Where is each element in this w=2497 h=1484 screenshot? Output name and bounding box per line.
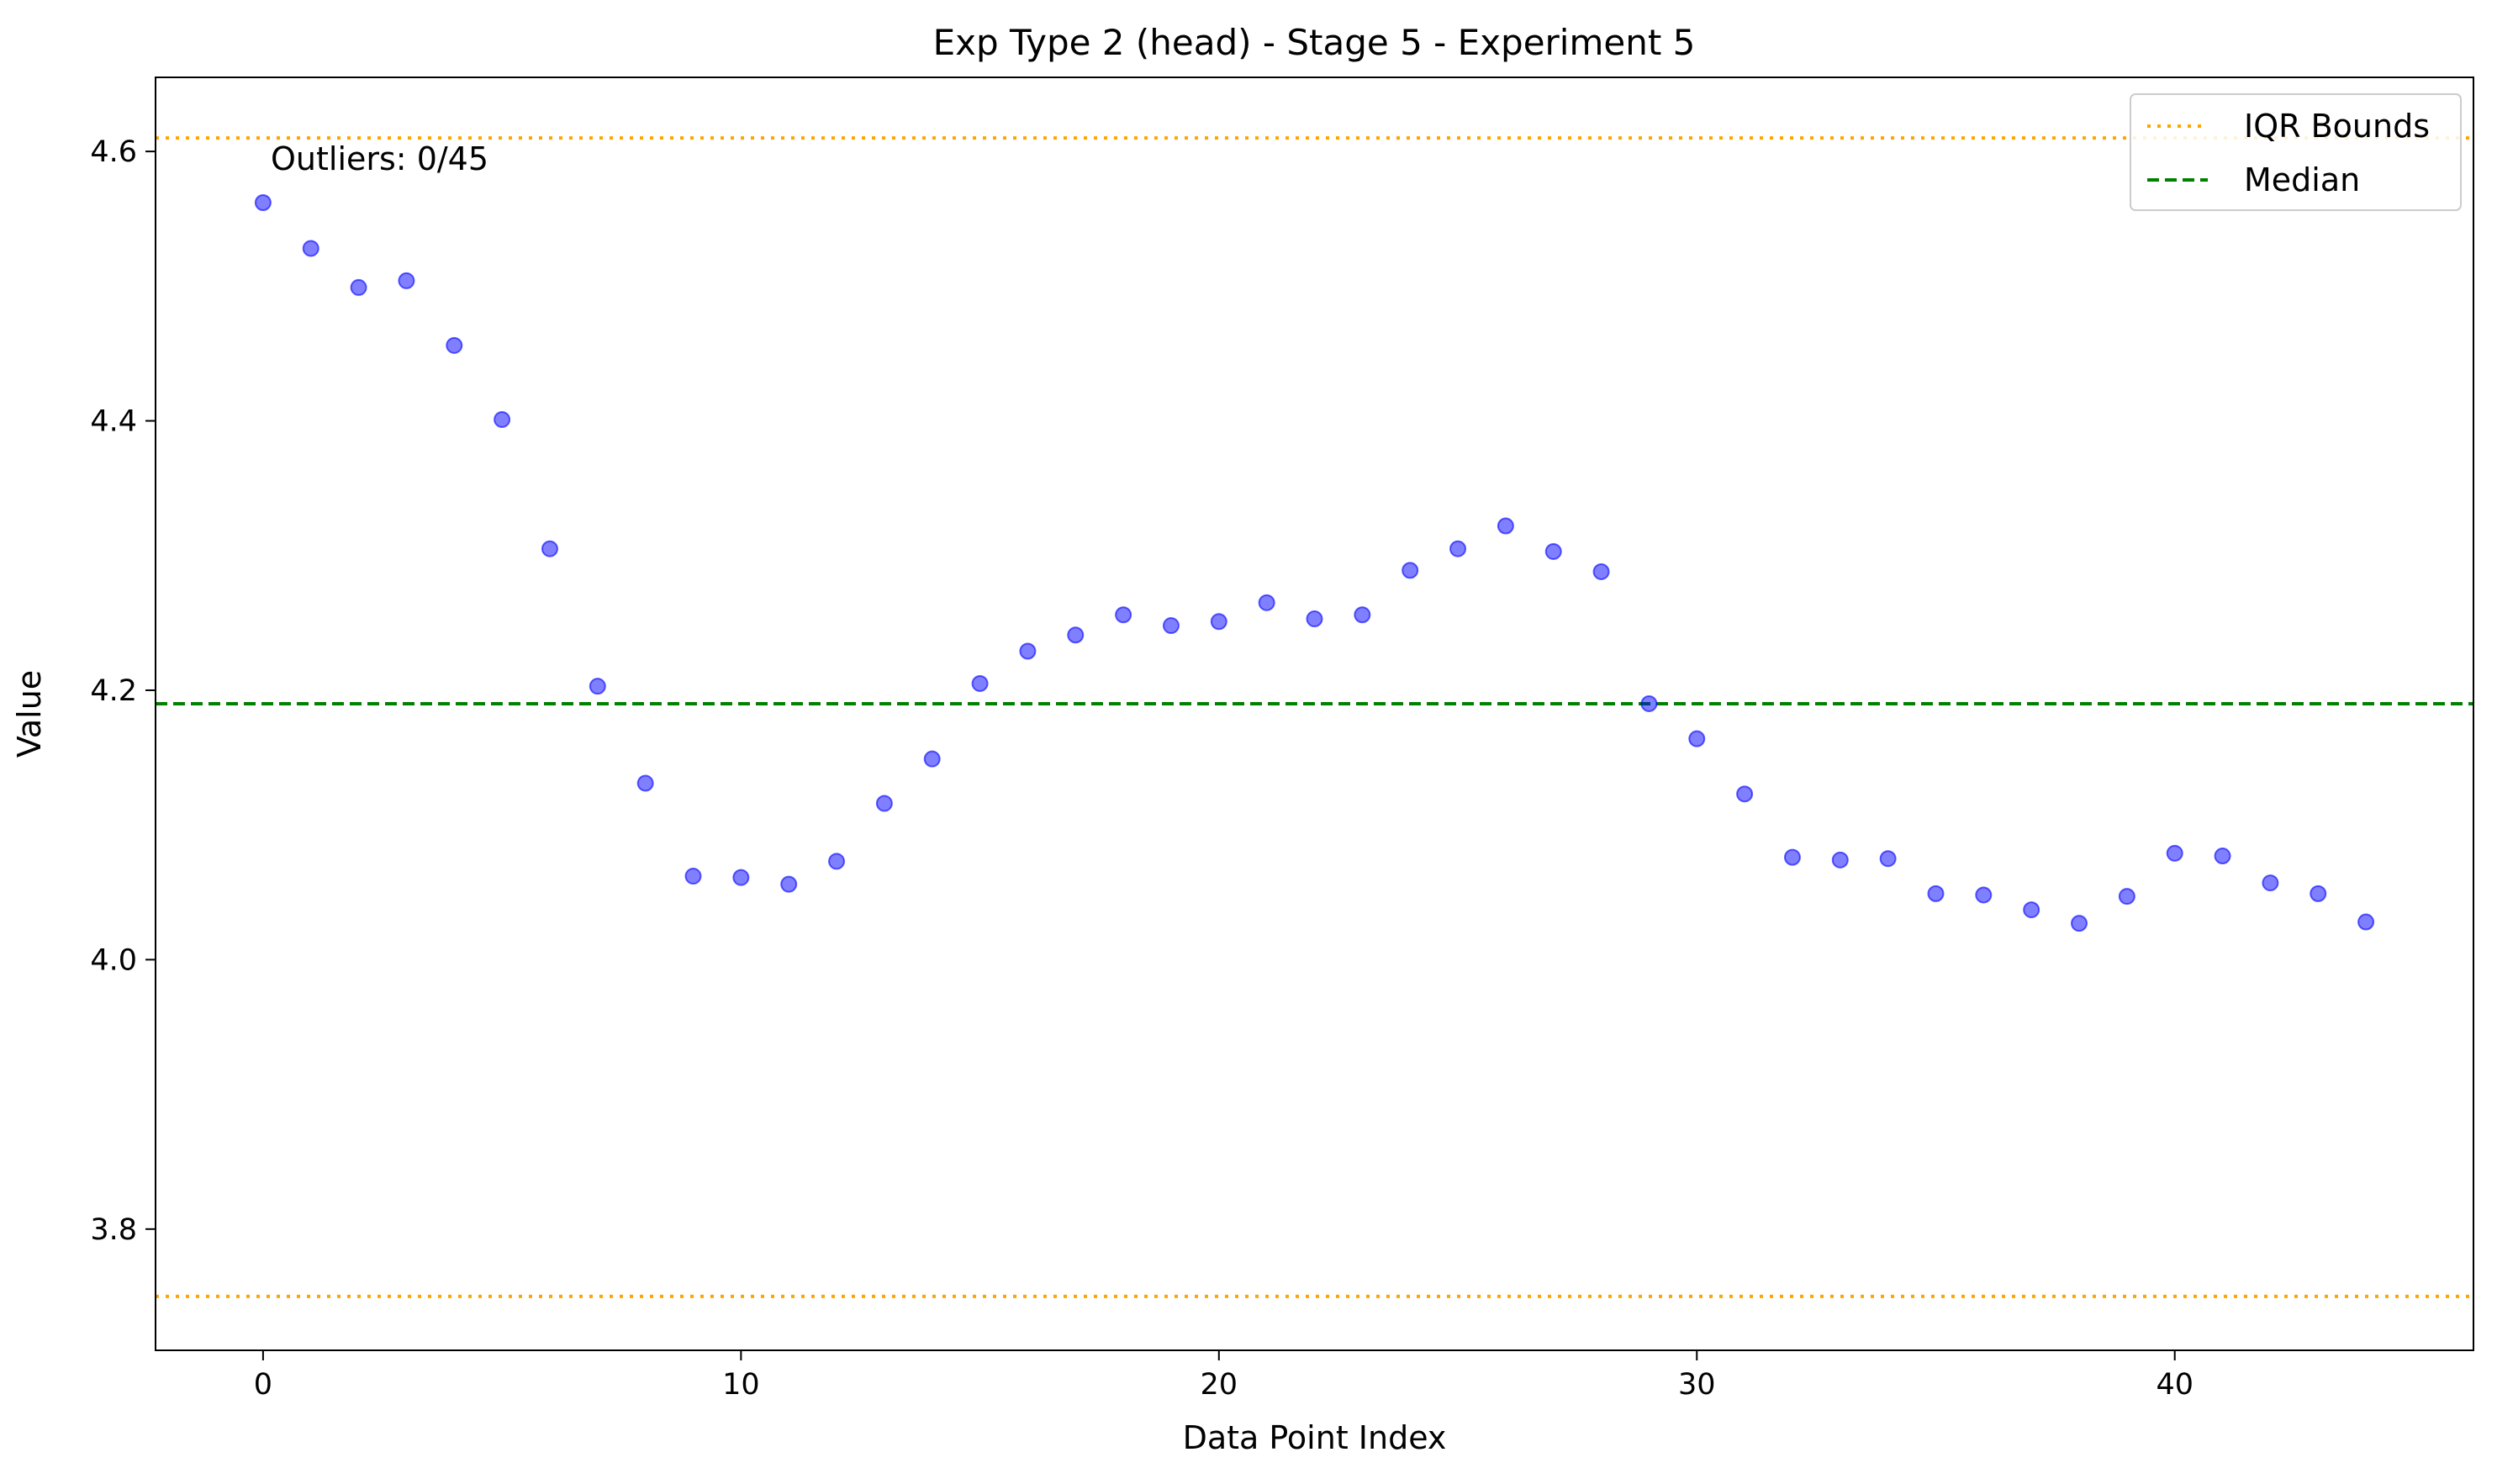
data-point [2023,901,2040,919]
data-point [636,774,654,792]
axes-frame [155,77,2474,1351]
chart-title: Exp Type 2 (head) - Stage 5 - Experiment… [933,22,1696,63]
data-point [589,678,606,695]
data-point [2357,913,2375,931]
data-point [1115,606,1132,624]
data-point [732,869,750,886]
data-point [1831,851,1849,869]
y-tick-label: 4.0 [90,943,137,977]
plot-area [156,136,2473,1298]
x-tick-label: 20 [1201,1368,1238,1402]
data-point [828,853,846,870]
data-point [1449,540,1467,557]
scatter-points [254,193,2375,932]
outliers-annotation: Outliers: 0/45 [271,140,488,177]
data-point [1258,594,1275,611]
data-point [684,868,702,885]
data-point [398,272,415,289]
data-point [923,750,941,768]
data-point [971,674,989,692]
data-point [875,795,893,812]
data-point [2071,915,2088,932]
axis-ticks: 0 10 20 30 40 3.8 4.0 4.2 4.4 4.6 [90,135,2193,1402]
data-point [2310,885,2327,902]
legend: IQR Bounds Median [2130,93,2462,211]
data-point [1544,542,1562,560]
y-tick-label: 3.8 [90,1213,137,1247]
data-point [1783,848,1801,866]
y-tick-label: 4.6 [90,135,137,169]
y-axis-label: Value [11,670,48,758]
y-tick-label: 4.2 [90,674,137,708]
data-point [1306,610,1323,628]
data-point [1592,562,1610,580]
y-tick-label: 4.4 [90,405,137,439]
data-point [2262,874,2279,892]
data-point [2118,888,2135,906]
data-point [780,875,798,893]
reference-lines [156,136,2473,1298]
data-point [1019,642,1037,660]
data-point [254,193,272,211]
data-point [1162,617,1180,635]
legend-label: IQR Bounds [2244,108,2430,145]
data-point [1354,606,1371,624]
data-point [1975,886,1993,904]
data-point [2166,844,2183,862]
data-point [1210,613,1227,631]
data-point [2214,848,2231,865]
legend-label: Median [2244,161,2360,198]
x-tick-label: 10 [722,1368,760,1402]
x-tick-label: 30 [1678,1368,1716,1402]
data-point [494,410,511,428]
data-point [1736,785,1754,803]
x-axis-label: Data Point Index [1183,1419,1447,1456]
legend-box [2130,93,2462,211]
data-point [350,278,367,296]
data-point [1640,694,1658,712]
data-point [541,540,558,557]
data-point [1879,850,1897,868]
data-point [446,336,463,354]
data-point [302,240,319,257]
x-tick-label: 0 [254,1368,272,1402]
data-point [1497,517,1514,535]
data-point [1402,562,1419,579]
data-point [1067,626,1085,644]
data-point [1927,885,1945,902]
data-point [1688,730,1706,747]
x-tick-label: 40 [2156,1368,2193,1402]
